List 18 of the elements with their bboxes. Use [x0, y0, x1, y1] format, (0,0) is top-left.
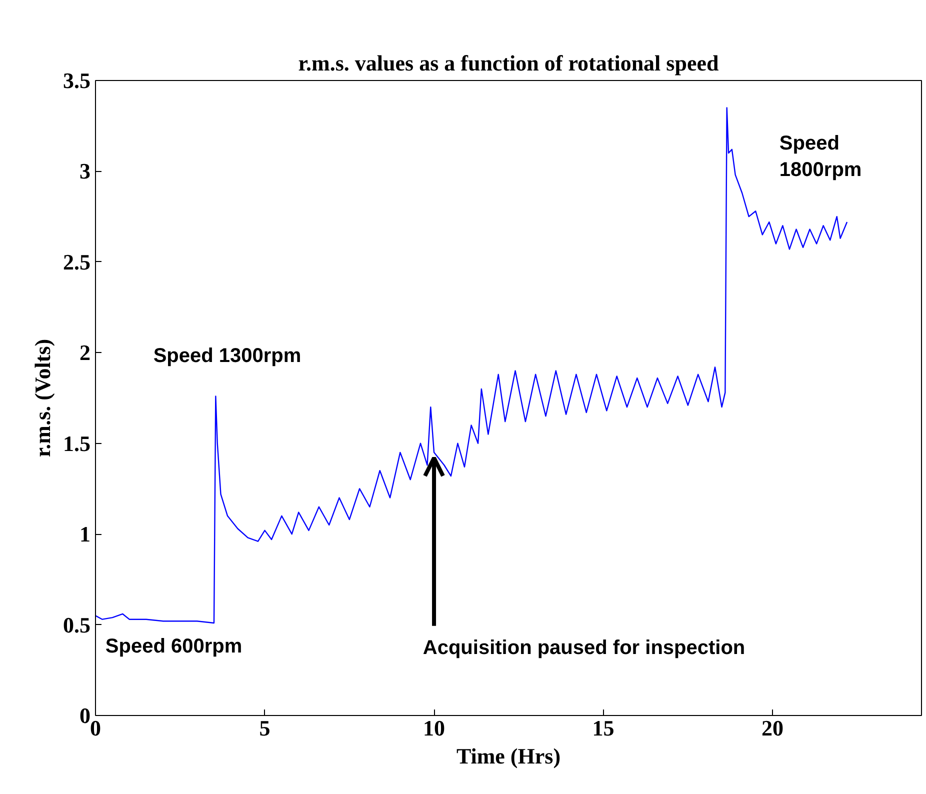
y-tick-label: 0.5 [63, 612, 90, 638]
x-tick-label: 5 [259, 716, 270, 740]
x-tick-label: 15 [592, 716, 614, 740]
y-tick-label: 2.5 [63, 249, 90, 274]
y-tick-label: 1 [80, 522, 90, 547]
chart-title: r.m.s. values as a function of rotational speed [298, 50, 719, 76]
y-tick-label: 2 [80, 340, 90, 366]
x-axis-title: Time (Hrs) [456, 744, 561, 768]
y-tick-label: 3.5 [63, 68, 90, 93]
annotation: Speed 600rpm [105, 635, 242, 658]
x-tick-label: 10 [423, 716, 446, 740]
y-tick-label: 3 [80, 158, 90, 184]
annotation: Acquisition paused for inspection [422, 636, 746, 659]
y-tick-label: 1.5 [63, 430, 90, 456]
annotation: Speed 1300rpm [153, 345, 302, 368]
x-tick-label: 20 [762, 716, 784, 740]
annotation: Speed 1800rpm [779, 132, 862, 181]
y-axis-title: r.m.s. (Volts) [30, 338, 55, 458]
